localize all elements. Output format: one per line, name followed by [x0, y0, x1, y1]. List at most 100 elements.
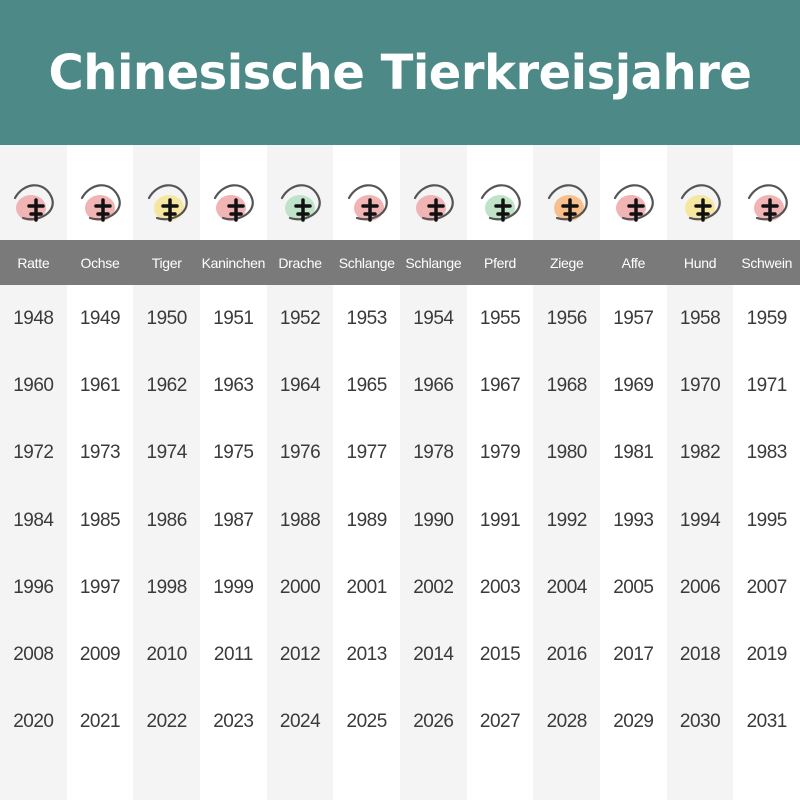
year-cell: 1964: [279, 375, 321, 397]
year-cell: 1961: [79, 375, 121, 397]
year-cell: 1952: [279, 308, 321, 329]
year-cell: 2014: [413, 643, 454, 665]
rabbit-icon: [200, 163, 267, 243]
year-list: 1951 1963 1975 1987 1999 2011 2023: [200, 285, 267, 755]
rooster-icon: [600, 163, 667, 243]
animal-label: Schwein: [741, 254, 793, 271]
year-list: 1948 1960 1972 1984 1996 2008 2020: [0, 285, 67, 755]
year-cell: 2027: [479, 711, 521, 733]
year-cell: 2015: [479, 643, 521, 665]
year-cell: 1948: [13, 308, 54, 329]
year-cell: 1985: [79, 509, 121, 531]
year-cell: 2028: [546, 711, 588, 733]
year-list: 1952 1964 1976 1988 2000 2012 2024: [267, 285, 334, 755]
year-cell: 1981: [613, 442, 654, 464]
year-cell: 1951: [213, 308, 254, 329]
year-cell: 1986: [146, 509, 188, 531]
year-cell: 1958: [679, 308, 721, 329]
year-cell: 1992: [546, 509, 588, 531]
year-cell: 1965: [346, 375, 388, 397]
animal-label: Drache: [278, 254, 322, 271]
year-list: 1949 1961 1973 1985 1997 2009 2021: [67, 285, 134, 755]
year-cell: 1956: [546, 308, 588, 329]
year-cell: 1950: [146, 308, 188, 329]
animal-label: Ziege: [549, 254, 584, 271]
year-cell: 1988: [279, 509, 321, 531]
year-cell: 1998: [146, 576, 188, 598]
zodiac-column: 1949 1961 1973 1985 1997 2009 2021: [67, 145, 134, 800]
year-cell: 1990: [413, 509, 454, 531]
year-cell: 2013: [346, 643, 388, 665]
year-cell: 2017: [613, 643, 654, 665]
goat-icon: [467, 163, 534, 243]
dog-icon: [667, 163, 734, 243]
year-cell: 1991: [479, 509, 521, 531]
year-cell: 2004: [546, 576, 588, 598]
year-cell: 2003: [479, 576, 521, 598]
year-cell: 1976: [279, 442, 321, 464]
year-cell: 1995: [746, 509, 788, 531]
year-cell: 1959: [746, 308, 788, 329]
year-cell: 1971: [746, 375, 788, 397]
year-cell: 1968: [546, 375, 588, 397]
year-cell: 2008: [13, 643, 54, 665]
year-cell: 2009: [79, 643, 121, 665]
year-cell: 2019: [746, 643, 788, 665]
tiger-icon: [133, 163, 200, 243]
year-cell: 1973: [79, 442, 121, 464]
dragon-icon: [267, 163, 334, 243]
year-cell: 1994: [679, 509, 721, 531]
year-list: 1950 1962 1974 1986 1998 2010 2022: [133, 285, 200, 755]
zodiac-column: 1955 1967 1979 1991 2003 2015 2027: [467, 145, 534, 800]
year-cell: 1980: [546, 442, 588, 464]
animal-label: Ochse: [80, 254, 120, 271]
year-cell: 1962: [146, 375, 188, 397]
year-cell: 1966: [413, 375, 454, 397]
year-cell: 1960: [13, 375, 54, 397]
year-cell: 2000: [279, 576, 321, 598]
year-cell: 2011: [213, 643, 253, 665]
zodiac-column: 1951 1963 1975 1987 1999 2011 2023: [200, 145, 267, 800]
year-cell: 2029: [613, 711, 654, 733]
year-cell: 2023: [213, 711, 254, 733]
year-cell: 2005: [613, 576, 654, 598]
year-cell: 2016: [546, 643, 588, 665]
year-cell: 1978: [413, 442, 454, 464]
animal-label: Ratte: [17, 254, 50, 271]
year-cell: 1949: [79, 308, 121, 329]
pig-icon: [733, 163, 800, 243]
animal-label: Tiger: [151, 254, 182, 271]
year-cell: 2001: [346, 576, 388, 598]
animal-label-bar: Ratte Ochse Tiger Kaninchen Drache Schlange Sc…: [0, 240, 800, 285]
zodiac-column: 1957 1969 1981 1993 2005 2017 2029: [600, 145, 667, 800]
year-list: 1959 1971 1983 1995 2007 2019 2031: [733, 285, 800, 755]
year-cell: 1963: [213, 375, 254, 397]
year-cell: 2031: [746, 711, 788, 733]
year-cell: 1999: [213, 576, 254, 598]
year-cell: 2021: [79, 711, 121, 733]
year-cell: 1983: [746, 442, 788, 464]
year-cell: 1993: [613, 509, 654, 531]
title-banner: Chinesische Tierkreisjahre: [0, 0, 800, 145]
year-list: 1954 1966 1978 1990 2002 2014 2026: [400, 285, 467, 755]
animal-label: Pferd: [484, 254, 517, 271]
year-cell: 1957: [613, 308, 654, 329]
year-cell: 2030: [679, 711, 721, 733]
year-cell: 2006: [679, 576, 721, 598]
animal-label: Schlange: [338, 254, 395, 271]
year-cell: 2002: [413, 576, 454, 598]
horse-icon: [400, 163, 467, 243]
year-list: 1958 1970 1982 1994 2006 2018 2030: [667, 285, 734, 755]
year-cell: 2010: [146, 643, 188, 665]
year-cell: 1984: [13, 509, 54, 531]
year-cell: 1989: [346, 509, 388, 531]
year-cell: 2007: [746, 576, 788, 598]
year-cell: 2022: [146, 711, 188, 733]
ox-icon: [67, 163, 134, 243]
animal-label: Affe: [621, 254, 646, 271]
year-cell: 1970: [679, 375, 721, 397]
page-title: Chinesische Tierkreisjahre: [48, 44, 752, 101]
year-cell: 1987: [213, 509, 254, 531]
monkey-icon: [533, 163, 600, 243]
year-cell: 1967: [479, 375, 521, 397]
